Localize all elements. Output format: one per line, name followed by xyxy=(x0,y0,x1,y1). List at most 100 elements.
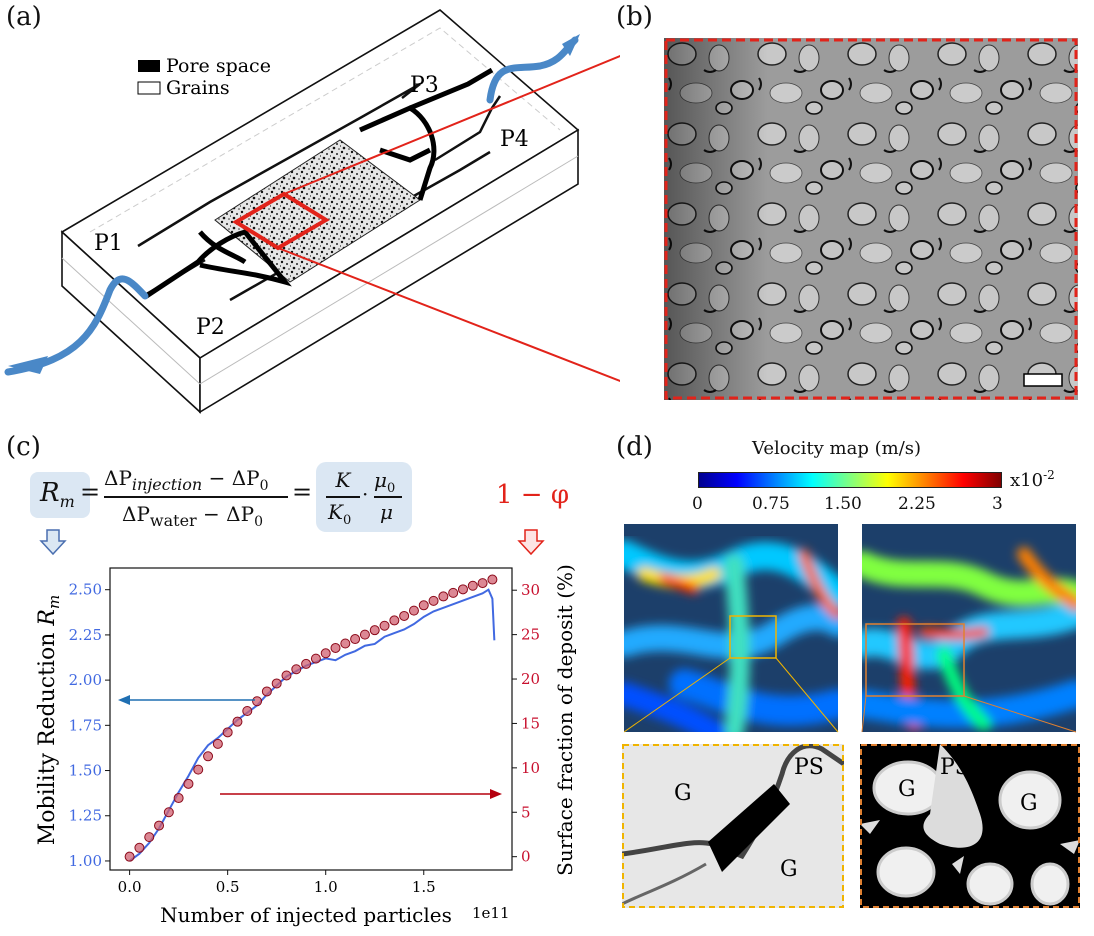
series-deposit-point xyxy=(203,751,214,762)
inlet-tube xyxy=(4,275,149,376)
colorbar-tick-0: 0 xyxy=(692,494,703,514)
y-right-tick-label: 5 xyxy=(521,803,531,821)
series-deposit-point xyxy=(428,595,439,606)
zoom-right-grain-1: G xyxy=(898,777,916,802)
inlet-network xyxy=(143,229,292,300)
series-deposit-point xyxy=(232,716,243,727)
zoom-micrograph-right: G G PS xyxy=(860,744,1080,908)
colorbar-title: Velocity map (m/s) xyxy=(752,438,922,459)
series-deposit-point xyxy=(124,851,135,862)
legend-grains-swatch xyxy=(137,81,161,95)
colorbar xyxy=(698,472,1002,488)
series-deposit-point xyxy=(271,678,282,689)
y-left-tick-label: 2.25 xyxy=(69,626,102,644)
micrograph xyxy=(664,38,1078,400)
y-left-tick-label: 1.50 xyxy=(69,762,102,780)
rm-highlight xyxy=(30,472,90,518)
x-tick-label: 1.5 xyxy=(412,878,436,896)
panel-b-label: (b) xyxy=(616,2,653,32)
zoom-right-pore-space: PS xyxy=(940,755,970,780)
y-left-tick-label: 2.50 xyxy=(69,581,102,599)
series-deposit-point xyxy=(291,664,302,675)
colorbar-tick-4: 3 xyxy=(992,494,1003,514)
colorbar-tick-1: 0.75 xyxy=(752,494,790,514)
legend-pore-swatch xyxy=(138,60,160,72)
legend-pore-label: Pore space xyxy=(166,55,271,77)
equation-fraction-bar xyxy=(104,496,288,498)
left-axis-arrow-head xyxy=(118,695,130,705)
right-axis-arrow-head xyxy=(490,789,502,799)
series-deposit-point xyxy=(222,727,233,738)
y-right-tick-label: 10 xyxy=(521,759,540,777)
colorbar-tick-3: 2.25 xyxy=(898,494,936,514)
velocity-map-left xyxy=(624,524,838,732)
equation-mu0: μ0 xyxy=(374,468,396,496)
y-right-tick-label: 30 xyxy=(521,581,540,599)
y-right-tick-label: 20 xyxy=(521,670,540,688)
series-deposit-point xyxy=(134,842,145,853)
y-right-tick-label: 25 xyxy=(521,626,540,644)
series-deposit-point xyxy=(457,584,468,595)
series-deposit-point xyxy=(330,642,341,653)
down-arrow-icon-left xyxy=(39,529,67,556)
series-deposit-point xyxy=(310,653,321,664)
series-deposit-point xyxy=(350,634,361,645)
chip-schematic: Pore space Grains P1 P2 P3 P4 xyxy=(4,9,620,414)
zoom-right-grain-2: G xyxy=(1020,791,1038,816)
port-label-p4: P4 xyxy=(500,127,529,152)
x-tick-label: 0.0 xyxy=(118,878,142,896)
x-axis-label: Number of injected particles xyxy=(160,903,452,927)
equation-denominator: ΔPwater − ΔP0 xyxy=(122,502,263,530)
series-deposit-point xyxy=(252,696,263,707)
roi-square xyxy=(232,191,330,251)
equation-k: K xyxy=(335,468,351,492)
y-axis-label-left: Mobility Reduction Rm xyxy=(35,595,63,846)
series-deposit-point xyxy=(418,600,429,611)
zoom-left-grain-2: G xyxy=(780,857,798,882)
series-deposit-point xyxy=(154,820,165,831)
y-left-tick-label: 2.00 xyxy=(69,671,102,689)
series-deposit-point xyxy=(477,578,488,589)
series-deposit-point xyxy=(487,574,498,585)
zoom-left-grain-1: G xyxy=(674,781,692,806)
y-axis-label-right: Surface fraction of deposit (%) xyxy=(553,564,577,876)
series-deposit-point xyxy=(281,670,292,681)
series-deposit-point xyxy=(320,648,331,659)
equation-dot: · xyxy=(362,482,369,506)
zoom-micrograph-left: G G PS xyxy=(622,744,844,908)
outlet-network xyxy=(358,67,494,201)
series-deposit-point xyxy=(389,615,400,626)
series-deposit-point xyxy=(369,625,380,636)
series-deposit-point xyxy=(212,738,223,749)
series-deposit-point xyxy=(242,706,253,717)
series-deposit-point xyxy=(408,605,419,616)
mobility-chart: 1.00 1.25 1.50 1.75 2.00 2.25 2.50 0 5 10 15 20 25 3… xyxy=(35,564,577,927)
outlet-tube xyxy=(486,36,579,104)
panel-c-label: (c) xyxy=(6,432,41,462)
velocity-map-right xyxy=(862,524,1076,732)
y-left-tick-label: 1.00 xyxy=(69,852,102,870)
legend-grains-label: Grains xyxy=(166,77,230,99)
series-deposit-point xyxy=(359,629,370,640)
equation-mu-bar xyxy=(374,496,402,498)
panel-d-label: (d) xyxy=(616,432,653,462)
equation-lhs: Rm xyxy=(40,478,75,512)
equation-eq1: = xyxy=(80,478,101,506)
x-axis-offset: 1e11 xyxy=(472,904,510,922)
port-label-p3: P3 xyxy=(410,73,439,98)
zoom-left-pore-space: PS xyxy=(794,755,824,780)
series-mobility-line xyxy=(129,588,496,862)
series-deposit-point xyxy=(163,807,174,818)
x-tick-label: 0.5 xyxy=(216,878,240,896)
y-right-tick-label: 15 xyxy=(521,714,540,732)
y-left-tick-label: 1.75 xyxy=(69,716,102,734)
series-deposit-point xyxy=(193,764,204,775)
series-deposit-point xyxy=(448,587,459,598)
equation-eq2: = xyxy=(292,478,313,506)
panel-a-label: (a) xyxy=(6,2,42,32)
series-deposit-point xyxy=(301,658,312,669)
series-deposit-point xyxy=(340,638,351,649)
series-deposit-point xyxy=(399,610,410,621)
series-deposit-point xyxy=(438,591,449,602)
equation-mu: μ xyxy=(380,500,393,524)
